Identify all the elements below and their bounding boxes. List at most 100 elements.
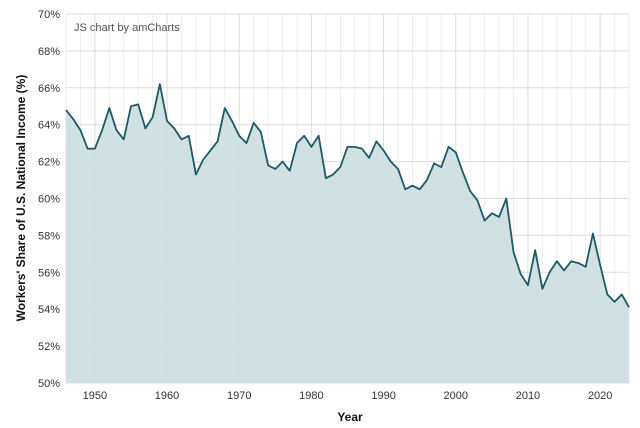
- data-point-1984[interactable]: [338, 165, 343, 170]
- data-point-2020[interactable]: [598, 262, 603, 267]
- area-series: [64, 82, 632, 384]
- data-point-2009[interactable]: [518, 272, 523, 277]
- data-point-1969[interactable]: [230, 119, 235, 124]
- data-point-1975[interactable]: [273, 166, 278, 171]
- data-point-1991[interactable]: [388, 159, 393, 164]
- data-point-1978[interactable]: [294, 141, 299, 146]
- data-point-1992[interactable]: [396, 166, 401, 171]
- data-point-1990[interactable]: [381, 148, 386, 153]
- y-tick-label: 68%: [38, 46, 60, 58]
- data-point-1970[interactable]: [237, 133, 242, 138]
- data-point-1968[interactable]: [222, 106, 227, 111]
- data-point-1998[interactable]: [439, 165, 444, 170]
- y-tick-label: 64%: [38, 120, 60, 132]
- x-tick-label: 2010: [516, 390, 540, 402]
- axes: 50% 52% 54% 56% 58% 60% 62% 64% 66% 68% 70% 1950 196…: [38, 9, 612, 402]
- data-point-2018[interactable]: [583, 264, 588, 269]
- data-point-2003[interactable]: [475, 198, 480, 203]
- series-line[interactable]: [65, 83, 630, 308]
- data-point-2011[interactable]: [533, 248, 538, 253]
- data-point-1993[interactable]: [403, 187, 408, 192]
- data-point-2024[interactable]: [627, 305, 632, 310]
- data-point-1964[interactable]: [193, 172, 198, 177]
- data-point-1954[interactable]: [121, 137, 126, 142]
- x-tick-label: 2000: [444, 390, 468, 402]
- data-point-1974[interactable]: [266, 163, 271, 168]
- data-point-2002[interactable]: [468, 189, 473, 194]
- data-point-1958[interactable]: [150, 115, 155, 120]
- data-point-1965[interactable]: [201, 157, 206, 162]
- data-point-2017[interactable]: [576, 261, 581, 266]
- data-point-2021[interactable]: [605, 292, 610, 297]
- data-point-1996[interactable]: [424, 178, 429, 183]
- data-point-1989[interactable]: [374, 139, 379, 144]
- data-point-2001[interactable]: [460, 170, 465, 175]
- data-point-1952[interactable]: [107, 106, 112, 111]
- data-point-1948[interactable]: [78, 128, 83, 133]
- data-point-2004[interactable]: [482, 218, 487, 223]
- data-point-1957[interactable]: [143, 126, 148, 131]
- data-point-1995[interactable]: [417, 187, 422, 192]
- data-point-2013[interactable]: [547, 270, 552, 275]
- data-point-2015[interactable]: [562, 268, 567, 273]
- data-point-2005[interactable]: [489, 211, 494, 216]
- data-point-1979[interactable]: [302, 133, 307, 138]
- data-point-2006[interactable]: [497, 214, 502, 219]
- y-tick-label: 60%: [38, 194, 60, 206]
- y-tick-label: 70%: [38, 9, 60, 21]
- data-point-1977[interactable]: [287, 168, 292, 173]
- data-point-1949[interactable]: [85, 146, 90, 151]
- data-point-1972[interactable]: [251, 120, 256, 125]
- data-point-2023[interactable]: [619, 292, 624, 297]
- data-point-1994[interactable]: [410, 183, 415, 188]
- data-point-1971[interactable]: [244, 141, 249, 146]
- data-point-1976[interactable]: [280, 159, 285, 164]
- data-point-1967[interactable]: [215, 139, 220, 144]
- data-point-1981[interactable]: [316, 133, 321, 138]
- data-point-1999[interactable]: [446, 144, 451, 149]
- data-point-1959[interactable]: [157, 82, 162, 87]
- data-point-2019[interactable]: [590, 231, 595, 236]
- data-point-1947[interactable]: [71, 117, 76, 122]
- data-point-2012[interactable]: [540, 286, 545, 291]
- data-point-1986[interactable]: [352, 144, 357, 149]
- y-tick-label: 62%: [38, 157, 60, 169]
- data-point-1966[interactable]: [208, 148, 213, 153]
- data-point-1982[interactable]: [323, 176, 328, 181]
- data-point-1955[interactable]: [128, 104, 133, 109]
- data-point-1997[interactable]: [432, 161, 437, 166]
- data-point-1956[interactable]: [136, 102, 141, 107]
- data-point-1963[interactable]: [186, 133, 191, 138]
- data-point-1946[interactable]: [64, 107, 69, 112]
- x-tick-label: 1950: [83, 390, 107, 402]
- data-point-1962[interactable]: [179, 137, 184, 142]
- data-point-1988[interactable]: [367, 155, 372, 160]
- series-area-fill: [66, 84, 629, 384]
- data-point-1973[interactable]: [258, 130, 263, 135]
- data-point-2007[interactable]: [504, 196, 509, 201]
- data-point-2008[interactable]: [511, 250, 516, 255]
- y-tick-label: 58%: [38, 230, 60, 242]
- y-tick-label: 56%: [38, 267, 60, 279]
- data-point-1961[interactable]: [172, 126, 177, 131]
- data-point-1950[interactable]: [92, 146, 97, 151]
- data-point-1983[interactable]: [331, 172, 336, 177]
- data-point-1985[interactable]: [345, 144, 350, 149]
- data-point-1960[interactable]: [165, 119, 170, 124]
- data-point-2014[interactable]: [554, 259, 559, 264]
- data-point-1987[interactable]: [359, 146, 364, 151]
- x-tick-label: 1980: [299, 390, 323, 402]
- y-tick-label: 50%: [38, 378, 60, 390]
- data-point-1951[interactable]: [100, 128, 105, 133]
- x-tick-label: 1970: [227, 390, 251, 402]
- y-tick-label: 52%: [38, 341, 60, 353]
- amcharts-credit[interactable]: JS chart by amCharts: [74, 22, 180, 34]
- data-point-1980[interactable]: [309, 144, 314, 149]
- data-point-2016[interactable]: [569, 259, 574, 264]
- data-point-1953[interactable]: [114, 128, 119, 133]
- data-point-2022[interactable]: [612, 299, 617, 304]
- data-point-2000[interactable]: [453, 150, 458, 155]
- data-point-2010[interactable]: [525, 283, 530, 288]
- y-tick-label: 66%: [38, 83, 60, 95]
